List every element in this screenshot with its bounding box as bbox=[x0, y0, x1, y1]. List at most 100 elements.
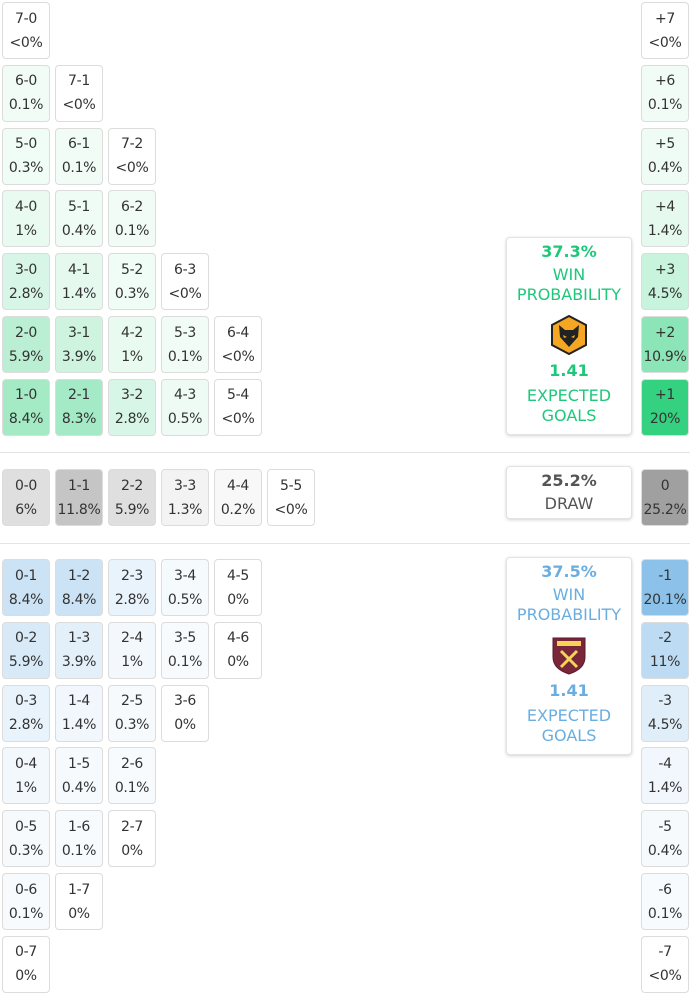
probability: 0.3% bbox=[8, 842, 44, 859]
score: 6-4 bbox=[227, 324, 249, 341]
probability: 0% bbox=[15, 968, 37, 985]
score-cell: 3-3 1.3% bbox=[161, 469, 209, 526]
probability: 5.9% bbox=[8, 348, 44, 365]
score: 4-2 bbox=[121, 324, 143, 341]
score: 2-6 bbox=[121, 755, 143, 772]
score-cell: 6-1 0.1% bbox=[55, 127, 103, 185]
score: 4-3 bbox=[174, 387, 196, 404]
margin: +1 bbox=[654, 387, 676, 404]
margin: +6 bbox=[654, 73, 676, 90]
draw-label: DRAW bbox=[544, 494, 594, 513]
score-cell: -1 20.1% bbox=[641, 559, 689, 616]
probability: 1.4% bbox=[647, 222, 683, 239]
away-summary: 37.5% WIN PROBABILITY 1.41 EXPECTED GOAL… bbox=[506, 557, 632, 755]
margin: +4 bbox=[654, 198, 676, 215]
probability: 20% bbox=[649, 411, 681, 428]
score: 4-5 bbox=[227, 567, 249, 584]
margin: -7 bbox=[658, 944, 672, 961]
probability: 0% bbox=[227, 654, 249, 671]
probability: 0.1% bbox=[647, 905, 683, 922]
probability: 1% bbox=[15, 222, 37, 239]
score-cell: 4-5 0% bbox=[214, 559, 262, 616]
probability: 4.5% bbox=[647, 285, 683, 302]
probability: 1.3% bbox=[167, 501, 203, 518]
score-cell: 6-0 0.1% bbox=[2, 64, 50, 122]
score: 1-5 bbox=[68, 755, 90, 772]
score-cell: 0-0 6% bbox=[2, 469, 50, 526]
probability: <0% bbox=[648, 968, 682, 985]
probability: 1.4% bbox=[61, 717, 97, 734]
score-cell: 5-2 0.3% bbox=[108, 253, 156, 311]
score-cell: 0-6 0.1% bbox=[2, 873, 50, 930]
probability: 10.9% bbox=[643, 348, 687, 365]
home-win-label: WIN PROBABILITY bbox=[516, 265, 622, 304]
margin: -2 bbox=[658, 630, 672, 647]
score-cell: +5 0.4% bbox=[641, 127, 689, 185]
score: 5-5 bbox=[280, 477, 302, 494]
score-cell: 2-5 0.3% bbox=[108, 684, 156, 742]
probability: 0.1% bbox=[647, 97, 683, 114]
probability: 2.8% bbox=[8, 285, 44, 302]
score: 0-6 bbox=[15, 881, 37, 898]
probability: <0% bbox=[62, 97, 96, 114]
score-cell: 4-4 0.2% bbox=[214, 469, 262, 526]
score: 2-3 bbox=[121, 567, 143, 584]
score-cell: 3-0 2.8% bbox=[2, 253, 50, 311]
score-cell: 1-1 11.8% bbox=[55, 469, 103, 526]
score-cell: 0-7 0% bbox=[2, 935, 50, 993]
margin: +3 bbox=[654, 261, 676, 278]
score: 5-1 bbox=[68, 198, 90, 215]
score: 1-3 bbox=[68, 630, 90, 647]
probability: 0.4% bbox=[647, 842, 683, 859]
probability: 8.4% bbox=[8, 411, 44, 428]
score: 0-0 bbox=[15, 477, 37, 494]
score: 6-3 bbox=[174, 261, 196, 278]
probability: 0.1% bbox=[114, 779, 150, 796]
score-cell: 6-4 <0% bbox=[214, 316, 262, 373]
score-cell: 6-3 <0% bbox=[161, 253, 209, 311]
separator bbox=[0, 543, 690, 544]
probability: 25.2% bbox=[643, 501, 687, 518]
probability: 0.5% bbox=[167, 411, 203, 428]
probability: 11.8% bbox=[57, 501, 101, 518]
score: 1-7 bbox=[68, 881, 90, 898]
score: 2-5 bbox=[121, 693, 143, 710]
score: 5-4 bbox=[227, 387, 249, 404]
probability: 0.4% bbox=[647, 160, 683, 177]
probability: <0% bbox=[168, 285, 202, 302]
draw-summary: 25.2% DRAW bbox=[506, 466, 632, 519]
draw-probability: 25.2% bbox=[541, 471, 597, 490]
score-cell: -2 11% bbox=[641, 621, 689, 679]
score-cell: 2-6 0.1% bbox=[108, 747, 156, 805]
score-cell: 1-4 1.4% bbox=[55, 684, 103, 742]
score: 2-7 bbox=[121, 818, 143, 835]
score-cell: 3-4 0.5% bbox=[161, 559, 209, 616]
score-cell: 1-2 8.4% bbox=[55, 559, 103, 616]
score-cell: 3-1 3.9% bbox=[55, 316, 103, 373]
score-cell: 0-2 5.9% bbox=[2, 621, 50, 679]
probability: 0% bbox=[174, 717, 196, 734]
score-cell: 1-3 3.9% bbox=[55, 621, 103, 679]
probability: 0.1% bbox=[8, 905, 44, 922]
score-cell: +2 10.9% bbox=[641, 316, 689, 373]
probability: 4.5% bbox=[647, 717, 683, 734]
probability: <0% bbox=[115, 160, 149, 177]
margin: -5 bbox=[658, 818, 672, 835]
probability: 0.1% bbox=[61, 160, 97, 177]
margin: 0 bbox=[660, 477, 670, 494]
probability: 0.1% bbox=[61, 842, 97, 859]
home-xg-label: EXPECTED GOALS bbox=[526, 386, 612, 425]
score-cell: 2-0 5.9% bbox=[2, 316, 50, 373]
away-xg-label: EXPECTED GOALS bbox=[526, 706, 612, 745]
score-cell: 4-1 1.4% bbox=[55, 253, 103, 311]
score-cell: 7-0 <0% bbox=[2, 2, 50, 59]
score-cell: 7-1 <0% bbox=[55, 64, 103, 122]
score-cell: 5-0 0.3% bbox=[2, 127, 50, 185]
probability: 6% bbox=[15, 501, 37, 518]
score-cell: 2-4 1% bbox=[108, 621, 156, 679]
probability: 0.1% bbox=[167, 654, 203, 671]
away-expected-goals: 1.41 bbox=[549, 681, 589, 700]
probability: 3.9% bbox=[61, 348, 97, 365]
score: 0-1 bbox=[15, 567, 37, 584]
